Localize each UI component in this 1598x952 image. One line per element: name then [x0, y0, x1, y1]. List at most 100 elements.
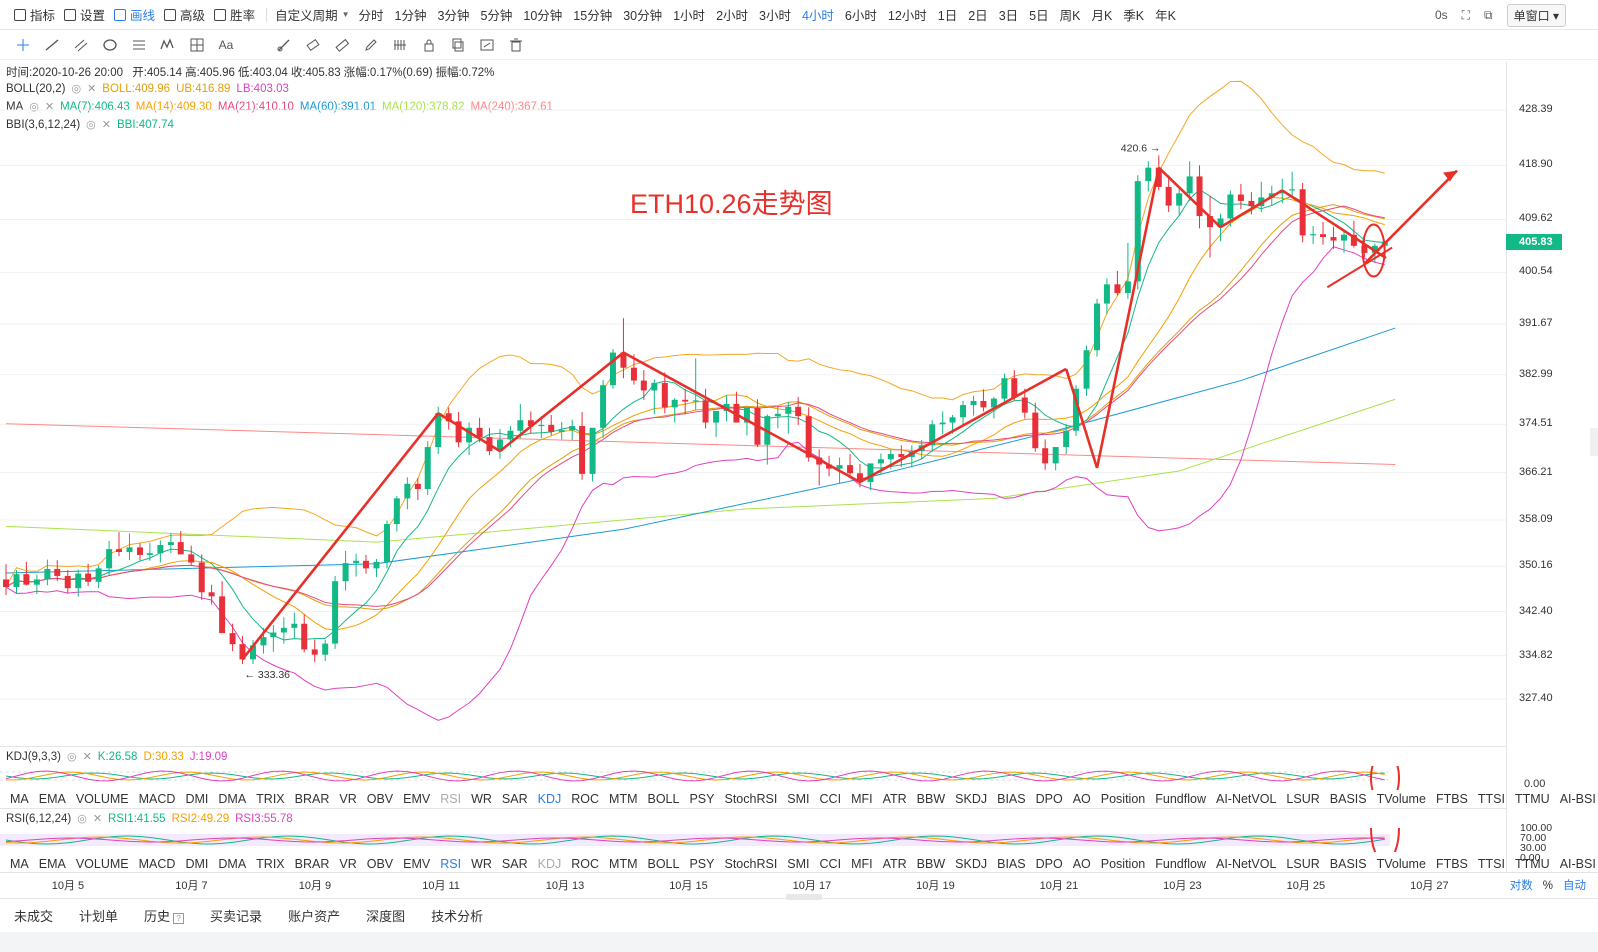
rsi-option-cci[interactable]: CCI: [819, 857, 842, 871]
candle[interactable]: [692, 358, 699, 411]
trend-arrow[interactable]: [859, 367, 1067, 484]
axis-option-0[interactable]: 对数: [1509, 880, 1533, 892]
rsi-option-ema[interactable]: EMA: [38, 857, 66, 871]
candle[interactable]: [1341, 231, 1348, 253]
rsi-option-trix[interactable]: TRIX: [256, 857, 285, 871]
candle[interactable]: [1248, 192, 1255, 215]
rsi-option-emv[interactable]: EMV: [403, 857, 431, 871]
candle[interactable]: [1165, 175, 1172, 213]
candle[interactable]: [517, 403, 524, 439]
settings-icon[interactable]: ◎: [77, 813, 87, 825]
candle[interactable]: [486, 427, 493, 456]
candle[interactable]: [774, 406, 781, 429]
candle[interactable]: [589, 427, 596, 482]
candle[interactable]: [280, 617, 287, 644]
rsi-option-dpo[interactable]: DPO: [1035, 857, 1063, 871]
candle[interactable]: [908, 445, 915, 468]
toolbar-draw-line-button[interactable]: 画线: [114, 5, 155, 24]
line-icon[interactable]: [41, 36, 63, 54]
rsi-option-ttmu[interactable]: TTMU: [1514, 857, 1550, 871]
close-icon[interactable]: ✕: [82, 751, 92, 763]
candle[interactable]: [301, 614, 308, 653]
kdj-option-ai-bsi[interactable]: AI-BSI: [1559, 792, 1596, 806]
rsi-option-macd[interactable]: MACD: [138, 857, 176, 871]
channel-icon[interactable]: [70, 36, 92, 54]
candle[interactable]: [1237, 184, 1244, 210]
help-icon[interactable]: ?: [173, 913, 185, 924]
trend-arrow[interactable]: [1219, 189, 1283, 229]
rsi-option-wr[interactable]: WR: [471, 857, 492, 871]
rsi-option-psy[interactable]: PSY: [689, 857, 715, 871]
candle[interactable]: [1032, 402, 1039, 452]
bottom-tab-2[interactable]: 历史?: [144, 906, 185, 925]
candle[interactable]: [136, 543, 143, 561]
candle[interactable]: [1001, 373, 1008, 406]
fullscreen-icon[interactable]: ⛶: [1461, 7, 1471, 22]
pattern-icon[interactable]: [389, 36, 411, 54]
rsi-option-bbw[interactable]: BBW: [916, 857, 946, 871]
candle[interactable]: [569, 419, 576, 441]
candle[interactable]: [496, 428, 503, 459]
bottom-tab-5[interactable]: 深度图: [366, 909, 406, 924]
candle[interactable]: [466, 422, 473, 456]
kdj-highlight-circle[interactable]: [1370, 766, 1400, 790]
candle[interactable]: [393, 496, 400, 532]
period-14[interactable]: 2日: [968, 9, 988, 23]
trend-arrow[interactable]: [1064, 368, 1099, 469]
candle[interactable]: [856, 463, 863, 488]
kdj-option-ftbs[interactable]: FTBS: [1435, 792, 1468, 806]
period-8[interactable]: 2小时: [716, 9, 749, 23]
candle[interactable]: [106, 540, 113, 576]
candle[interactable]: [1011, 370, 1018, 401]
trend-arrow[interactable]: [1157, 166, 1222, 229]
candle[interactable]: [661, 372, 668, 414]
period-10[interactable]: 4小时: [801, 9, 834, 23]
trend-arrow[interactable]: [437, 412, 501, 453]
side-panel-toggle[interactable]: [1590, 428, 1598, 456]
candle[interactable]: [167, 533, 174, 554]
kdj-option-skdj[interactable]: SKDJ: [955, 792, 988, 806]
candle[interactable]: [733, 391, 740, 423]
candle[interactable]: [640, 370, 647, 400]
trend-arrow[interactable]: [241, 412, 440, 661]
settings-icon[interactable]: ◎: [71, 83, 82, 95]
candle[interactable]: [157, 540, 164, 563]
candle[interactable]: [342, 550, 349, 591]
bottom-tab-6[interactable]: 技术分析: [431, 909, 484, 924]
kdj-option-emv[interactable]: EMV: [403, 792, 431, 806]
toolbar-advanced-button[interactable]: 高级: [164, 5, 205, 24]
candle[interactable]: [404, 477, 411, 510]
rsi-option-dma[interactable]: DMA: [218, 857, 247, 871]
candle[interactable]: [898, 445, 905, 467]
kdj-option-ai-netvol[interactable]: AI-NetVOL: [1215, 792, 1277, 806]
rsi-option-stochrsi[interactable]: StochRSI: [724, 857, 778, 871]
period-16[interactable]: 5日: [1029, 9, 1049, 23]
kdj-option-rsi[interactable]: RSI: [440, 792, 462, 806]
candle[interactable]: [332, 575, 339, 649]
kdj-option-cci[interactable]: CCI: [819, 792, 842, 806]
candle[interactable]: [816, 449, 823, 486]
rsi-option-position[interactable]: Position: [1100, 857, 1146, 871]
price-axis[interactable]: 428.39 418.90 409.62 400.54 391.67 382.99 374.…: [1506, 62, 1598, 872]
kdj-option-basis[interactable]: BASIS: [1329, 792, 1367, 806]
kdj-option-mtm[interactable]: MTM: [609, 792, 638, 806]
candle[interactable]: [980, 389, 987, 412]
bottom-tab-3[interactable]: 买卖记录: [210, 909, 263, 924]
candle[interactable]: [651, 379, 658, 415]
period-7[interactable]: 1小时: [673, 9, 706, 23]
toolbar-settings-button[interactable]: 设置: [64, 5, 105, 24]
kdj-option-smi[interactable]: SMI: [787, 792, 810, 806]
candle[interactable]: [960, 400, 967, 426]
candle[interactable]: [3, 564, 9, 596]
rsi-option-skdj[interactable]: SKDJ: [955, 857, 988, 871]
candle[interactable]: [743, 407, 750, 436]
kdj-option-ttmu[interactable]: TTMU: [1514, 792, 1550, 806]
period-12[interactable]: 12小时: [887, 9, 927, 23]
kdj-option-macd[interactable]: MACD: [138, 792, 176, 806]
rsi-option-bias[interactable]: BIAS: [997, 857, 1026, 871]
date-axis[interactable]: 对数% 自动 10月 5 10月 7 10月 9 10月 11 10月 13 10月 15 1…: [0, 872, 1598, 894]
ruler-icon[interactable]: [331, 36, 353, 54]
candle[interactable]: [1186, 161, 1193, 201]
kdj-option-ao[interactable]: AO: [1072, 792, 1091, 806]
rsi-option-ftbs[interactable]: FTBS: [1435, 857, 1468, 871]
